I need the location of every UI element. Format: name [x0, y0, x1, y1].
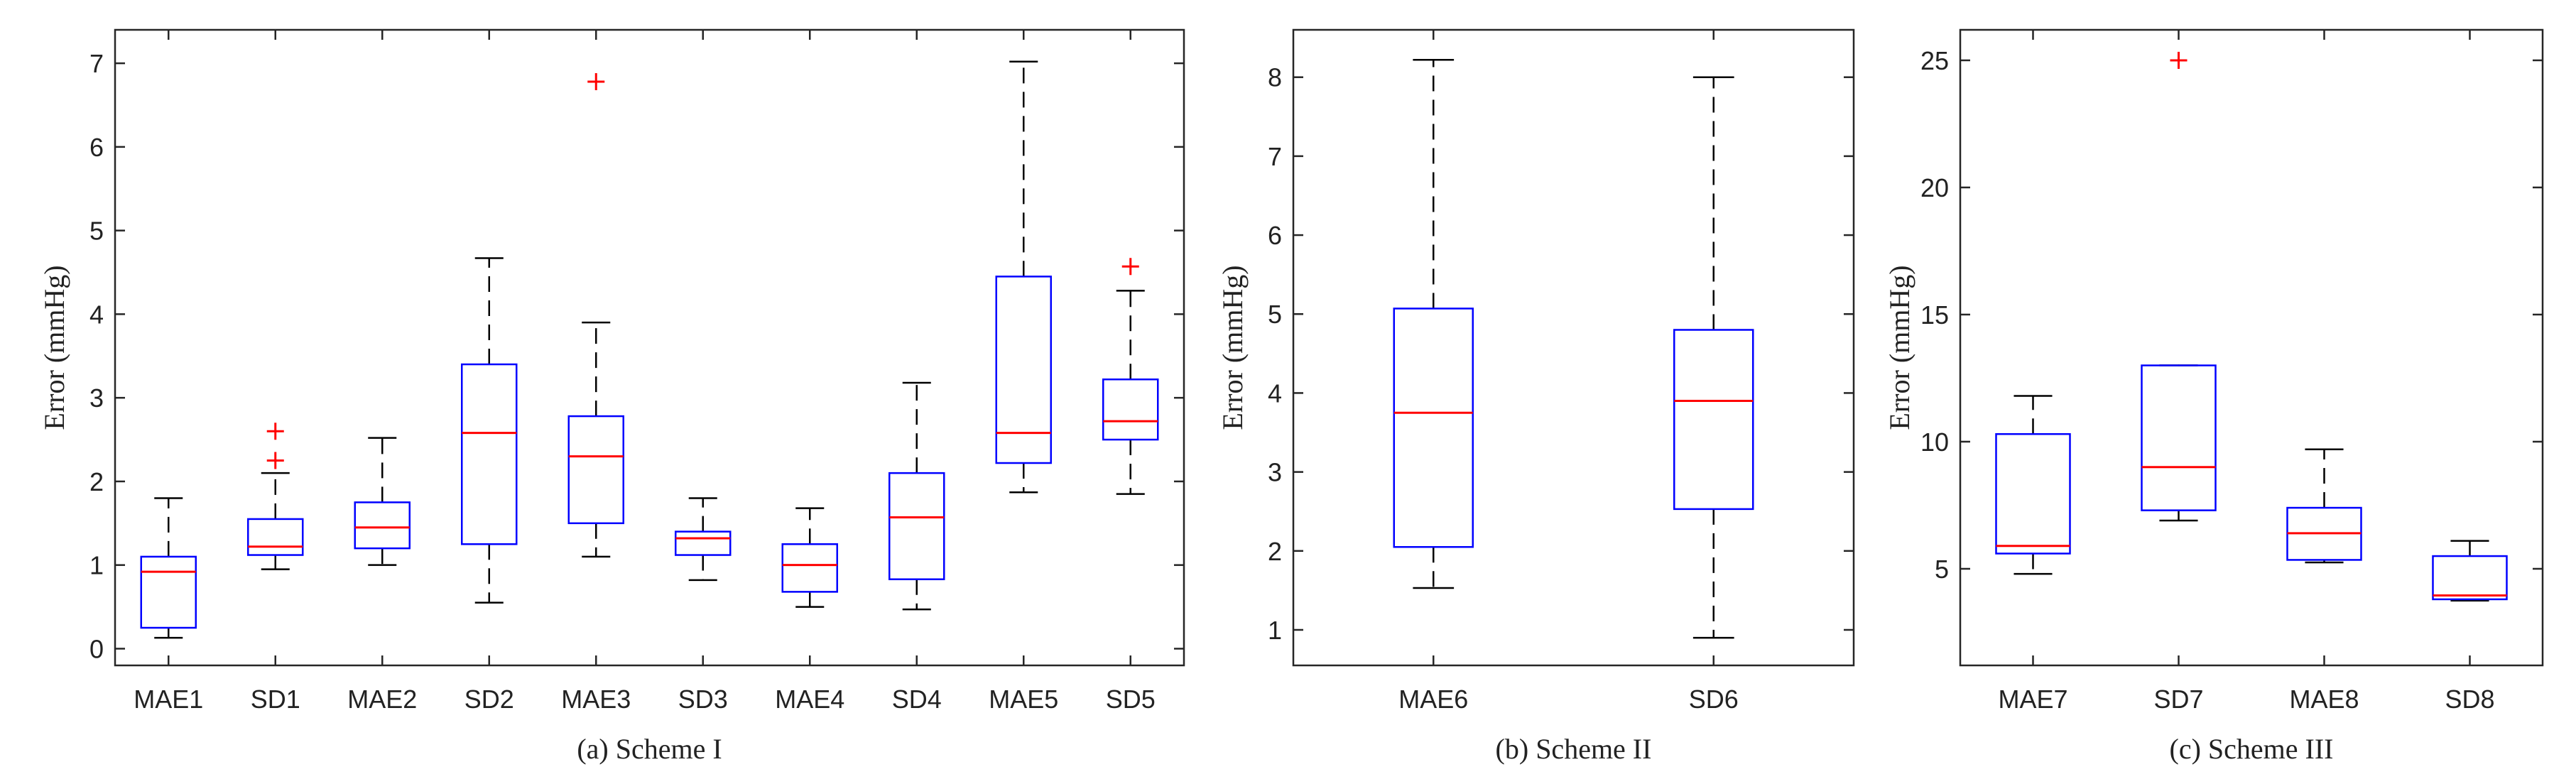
iqr-box — [567, 415, 624, 525]
outlier-marker — [1121, 258, 1139, 276]
iqr-box — [140, 555, 197, 629]
y-tick-label: 6 — [1268, 221, 1282, 250]
box-mae3: MAE3 — [561, 30, 631, 714]
chart-panel-2: 1 2 3 4 5 6 7 8 Error (mmHg) (b) Scheme II MAE6 SD6 — [1217, 28, 1855, 765]
box-sd6: SD6 — [1673, 30, 1754, 714]
outlier-marker — [2170, 51, 2188, 69]
x-tick-label: MAE6 — [1398, 685, 1468, 714]
y-axis-label: Error (mmHg) — [1884, 265, 1915, 430]
axes-frame — [1292, 28, 1855, 667]
y-tick-label: 7 — [1268, 142, 1282, 171]
y-tick-label: 5 — [1935, 555, 1949, 584]
y-tick-label: 5 — [1268, 300, 1282, 329]
y-tick-label: 2 — [89, 467, 104, 496]
box-mae1: MAE1 — [134, 30, 203, 714]
box-mae4: MAE4 — [775, 30, 844, 714]
x-tick-label: MAE2 — [347, 685, 417, 714]
y-tick-label: 25 — [1920, 46, 1949, 75]
box-mae6: MAE6 — [1393, 30, 1474, 714]
x-tick-label: SD7 — [2153, 685, 2203, 714]
axes-frame — [1959, 28, 2544, 667]
iqr-box — [1393, 307, 1474, 548]
y-tick-label: 7 — [89, 49, 104, 78]
outlier-marker — [266, 423, 284, 440]
x-tick-label: SD8 — [2445, 685, 2494, 714]
iqr-box — [461, 363, 518, 545]
box-sd2: SD2 — [461, 30, 518, 714]
box-mae7: MAE7 — [1995, 30, 2071, 714]
iqr-box — [1102, 379, 1159, 441]
box-sd5: SD5 — [1102, 30, 1159, 714]
iqr-box — [781, 543, 838, 593]
chart-panel-1: 0 1 2 3 4 5 6 7 Error (mmHg) (a) Scheme I MAE1 SD1 M… — [38, 28, 1185, 765]
y-tick-label: 2 — [1268, 537, 1282, 566]
iqr-box — [995, 276, 1052, 464]
x-tick-label: SD6 — [1689, 685, 1739, 714]
iqr-box — [1673, 329, 1754, 511]
axes-frame — [114, 28, 1185, 667]
y-tick-label: 3 — [89, 383, 104, 413]
panel-caption: (a) Scheme I — [577, 733, 722, 765]
panel-caption: (b) Scheme II — [1496, 733, 1652, 765]
box-sd4: SD4 — [888, 30, 945, 714]
box-mae8: MAE8 — [2286, 30, 2362, 714]
iqr-box — [354, 501, 411, 550]
y-tick-label: 20 — [1920, 173, 1949, 202]
x-tick-label: MAE8 — [2289, 685, 2359, 714]
x-tick-label: MAE5 — [989, 685, 1058, 714]
box-mae2: MAE2 — [347, 30, 417, 714]
y-axis-label: Error (mmHg) — [1217, 265, 1249, 430]
y-tick-label: 0 — [89, 634, 104, 663]
box-sd1: SD1 — [247, 30, 304, 714]
y-tick-label: 6 — [89, 133, 104, 162]
x-tick-label: SD1 — [251, 685, 300, 714]
iqr-box — [675, 530, 732, 556]
x-tick-label: MAE1 — [134, 685, 203, 714]
iqr-box — [1995, 432, 2071, 555]
iqr-box — [2432, 555, 2508, 601]
box-mae5: MAE5 — [989, 30, 1058, 714]
x-tick-label: MAE7 — [1998, 685, 2067, 714]
y-tick-label: 10 — [1920, 428, 1949, 457]
y-tick-label: 1 — [1268, 616, 1282, 645]
y-tick-label: 8 — [1268, 63, 1282, 92]
y-tick-label: 4 — [1268, 379, 1282, 408]
x-tick-label: MAE4 — [775, 685, 844, 714]
y-axis-label: Error (mmHg) — [38, 265, 70, 430]
iqr-box — [2141, 364, 2217, 511]
y-tick-label: 1 — [89, 551, 104, 580]
panel-caption: (c) Scheme III — [2170, 733, 2334, 765]
outlier-marker — [266, 452, 284, 469]
x-tick-label: SD4 — [892, 685, 942, 714]
x-tick-label: SD3 — [678, 685, 728, 714]
chart-panel-3: 5 10 15 20 25 Error (mmHg) (c) Scheme III MAE7 S… — [1884, 28, 2544, 765]
y-tick-label: 15 — [1920, 300, 1949, 330]
y-tick-label: 3 — [1268, 458, 1282, 487]
y-tick-label: 4 — [89, 300, 104, 329]
x-tick-label: MAE3 — [561, 685, 631, 714]
box-sd7: SD7 — [2141, 30, 2217, 714]
x-tick-label: SD5 — [1106, 685, 1156, 714]
box-sd3: SD3 — [675, 30, 732, 714]
y-tick-label: 5 — [89, 217, 104, 246]
iqr-box — [247, 518, 304, 556]
iqr-box — [888, 472, 945, 580]
x-tick-label: SD2 — [464, 685, 514, 714]
outlier-marker — [587, 73, 605, 91]
box-sd8: SD8 — [2432, 30, 2508, 714]
